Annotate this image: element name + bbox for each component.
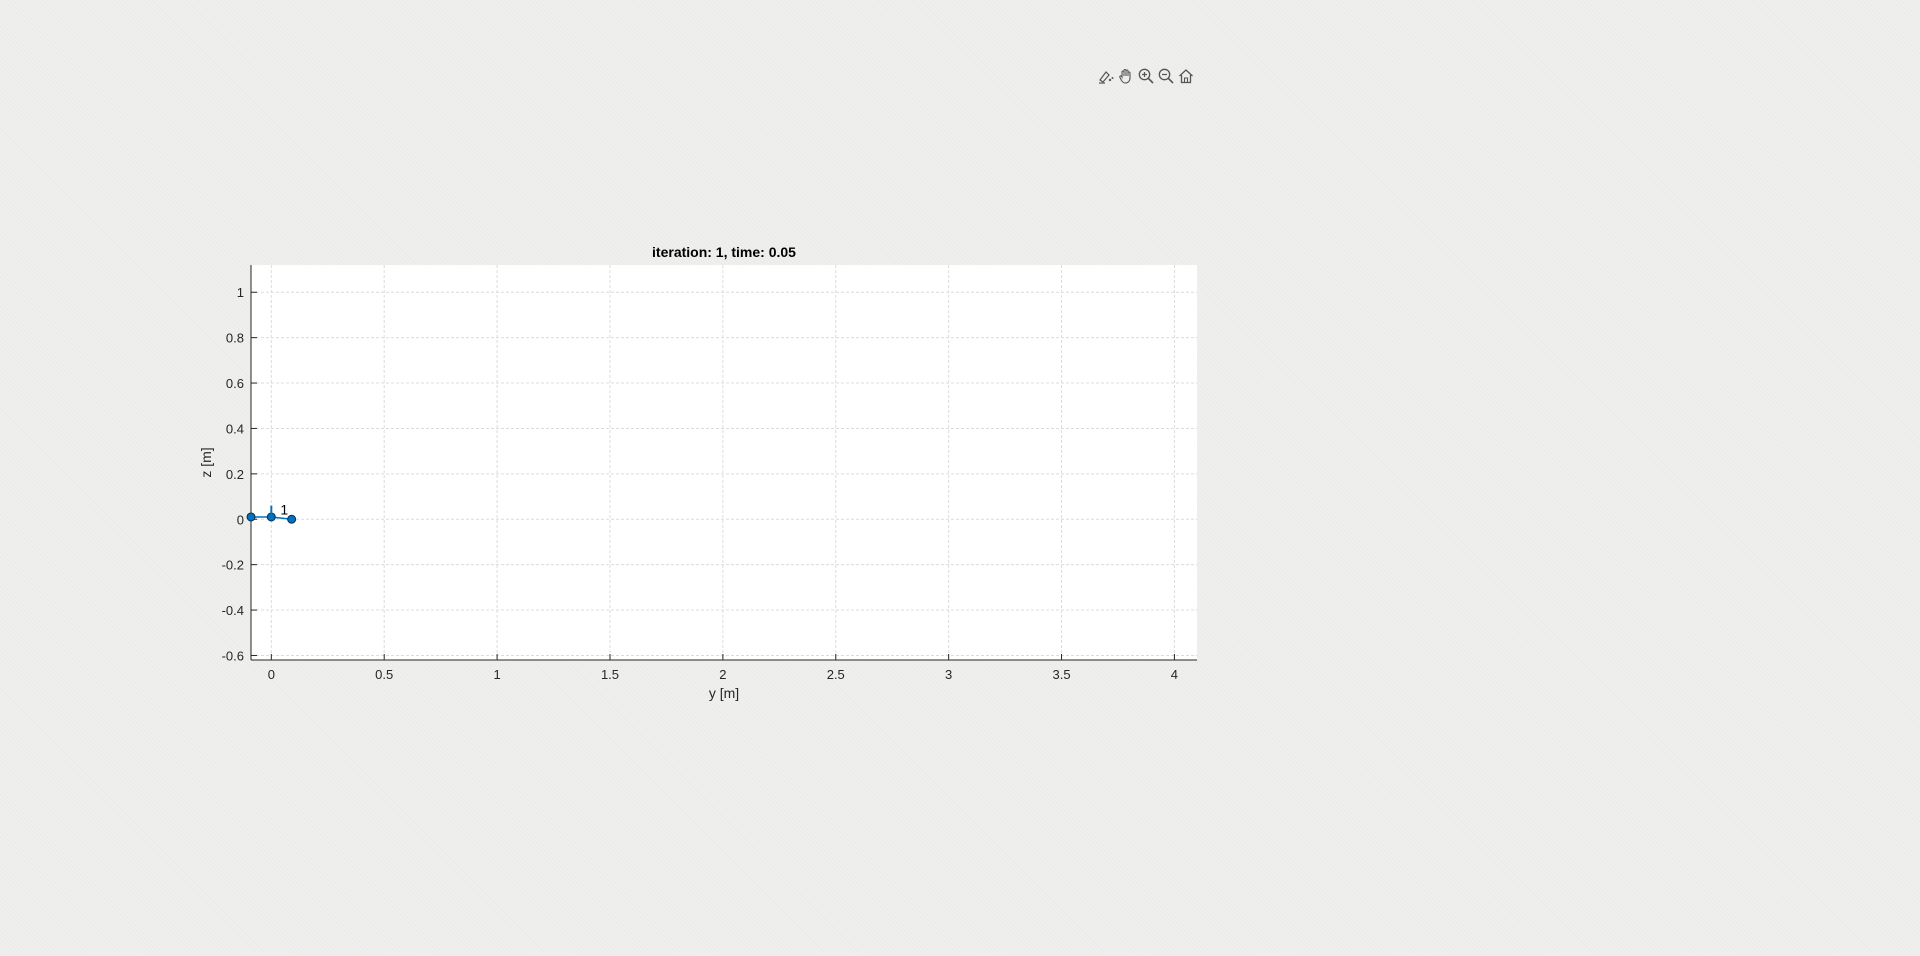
point-annotation: 1	[280, 502, 288, 518]
y-tick-label: -0.2	[222, 558, 244, 573]
zoom-in-icon[interactable]	[1137, 66, 1155, 86]
pan-icon[interactable]	[1117, 66, 1135, 86]
chart-title: iteration: 1, time: 0.05	[652, 244, 796, 260]
x-tick-label: 1	[493, 667, 500, 682]
data-point[interactable]	[246, 512, 256, 522]
x-tick-label: 3.5	[1052, 667, 1070, 682]
x-tick-label: 2	[719, 667, 726, 682]
x-tick-label: 0	[268, 667, 275, 682]
zoom-out-icon[interactable]	[1157, 66, 1175, 86]
axes-frame	[250, 265, 1197, 661]
tick-labels: 0 0.5 1 1.5 2 2.5 3 3.5 4 -0.6 -0.4 -0.2 0 0.2 0.4 0.6 0…	[222, 285, 1178, 682]
tick-marks	[251, 291, 1175, 660]
brush-icon[interactable]	[1097, 66, 1115, 86]
x-tick-label: 0.5	[375, 667, 393, 682]
home-icon[interactable]	[1177, 66, 1195, 86]
series-group: 1	[246, 502, 297, 524]
grid-lines	[251, 265, 1197, 660]
y-tick-label: 1	[237, 285, 244, 300]
y-axis-label: z [m]	[198, 447, 214, 477]
y-tick-label: -0.6	[222, 648, 244, 663]
data-point[interactable]	[287, 514, 297, 524]
y-tick-label: 0.8	[226, 331, 244, 346]
y-tick-label: -0.4	[222, 603, 244, 618]
y-tick-label: 0.6	[226, 376, 244, 391]
axes-toolbar	[1097, 64, 1195, 88]
x-tick-label: 1.5	[601, 667, 619, 682]
y-tick-label: 0.2	[226, 467, 244, 482]
y-tick-label: 0	[237, 512, 244, 527]
x-axis-label: y [m]	[709, 685, 739, 701]
x-tick-label: 4	[1171, 667, 1178, 682]
x-tick-label: 3	[945, 667, 952, 682]
x-tick-label: 2.5	[827, 667, 845, 682]
plot-area[interactable]	[251, 265, 1197, 660]
y-tick-label: 0.4	[226, 421, 244, 436]
